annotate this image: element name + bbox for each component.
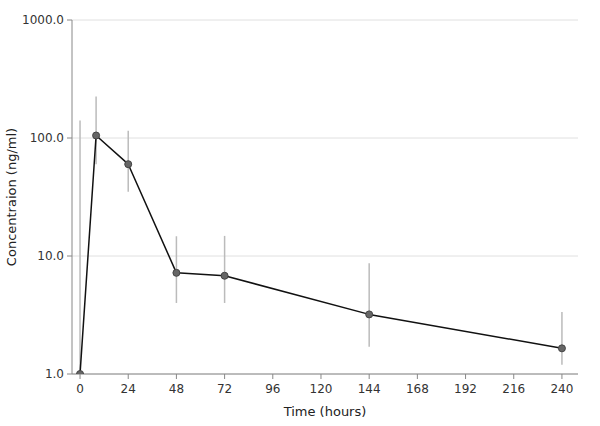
y-axis-line	[72, 20, 73, 374]
tick-mark	[272, 374, 273, 379]
tick-mark	[417, 374, 418, 379]
grid-line	[72, 374, 578, 375]
tick-label: 1.0	[45, 367, 64, 381]
grid-line	[72, 256, 578, 257]
tick-label: 120	[310, 382, 333, 396]
tick-label: 144	[358, 382, 381, 396]
grid-line	[72, 138, 578, 139]
tick-label: 168	[406, 382, 429, 396]
tick-mark	[561, 374, 562, 379]
data-point	[221, 272, 228, 279]
error-bar	[368, 263, 370, 347]
tick-mark	[369, 374, 370, 379]
tick-mark	[176, 374, 177, 379]
error-bar	[224, 236, 226, 303]
error-bar	[79, 120, 81, 374]
x-axis-label: Time (hours)	[283, 404, 367, 419]
tick-label: 96	[265, 382, 280, 396]
tick-mark	[67, 256, 72, 257]
tick-mark	[67, 138, 72, 139]
grid-line	[72, 20, 578, 21]
tick-mark	[67, 20, 72, 21]
data-point	[77, 371, 84, 375]
data-point	[93, 132, 100, 139]
tick-label: 10.0	[37, 249, 64, 263]
plot-area	[77, 96, 566, 374]
chart: 1.0 10.0 100.0 1000.0 0 24 48 72 96 120 144 168 192 2…	[0, 0, 600, 426]
tick-mark	[128, 374, 129, 379]
tick-label: 192	[454, 382, 477, 396]
tick-label: 100.0	[30, 131, 64, 145]
y-axis-label: Concentraion (ng/ml)	[4, 128, 19, 266]
tick-mark	[320, 374, 321, 379]
x-axis-line	[72, 374, 578, 375]
tick-label: 240	[550, 382, 573, 396]
data-point	[366, 311, 373, 318]
data-point	[173, 269, 180, 276]
tick-label: 72	[217, 382, 232, 396]
tick-mark	[80, 374, 81, 379]
tick-mark	[465, 374, 466, 379]
data-point	[558, 345, 565, 352]
tick-mark	[513, 374, 514, 379]
error-bar	[561, 312, 563, 365]
tick-label: 0	[76, 382, 84, 396]
tick-label: 24	[121, 382, 136, 396]
tick-mark	[224, 374, 225, 379]
tick-mark	[67, 374, 72, 375]
tick-label: 216	[502, 382, 525, 396]
data-line	[80, 136, 562, 375]
data-point	[125, 161, 132, 168]
tick-label: 48	[169, 382, 184, 396]
tick-label: 1000.0	[22, 13, 64, 27]
